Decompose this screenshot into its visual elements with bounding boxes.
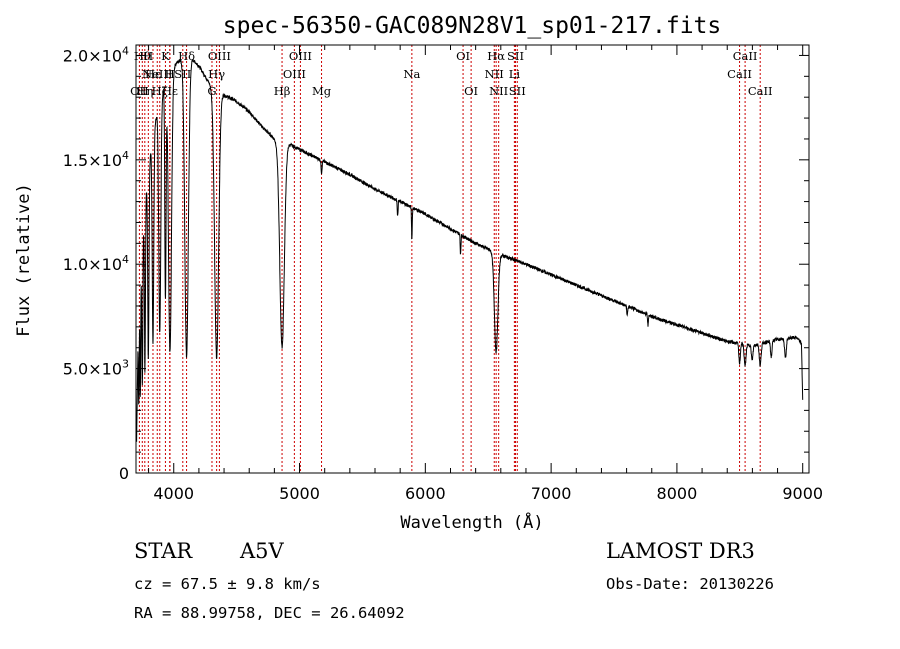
line-label: Hε	[145, 67, 161, 81]
line-label: NII	[489, 84, 508, 98]
line-label: Hδ	[178, 49, 195, 63]
line-label: Hε	[162, 84, 178, 98]
line-label: OI	[456, 49, 470, 63]
line-label: CaII	[727, 67, 752, 81]
y-tick-label: 0	[119, 464, 129, 483]
line-label: Mg	[312, 84, 332, 98]
x-tick-label: 7000	[531, 484, 572, 503]
line-label: Na	[403, 67, 420, 81]
line-labels: OIIHθHηHHεNeIIIHζKHHεSIIHδGHγOIIIHβOIIIO…	[130, 49, 772, 98]
object-class: STAR	[134, 539, 193, 563]
line-label: SII	[174, 67, 191, 81]
x-tick-label: 6000	[405, 484, 446, 503]
line-label: OIII	[283, 67, 306, 81]
line-label: SII	[507, 49, 524, 63]
line-label: NII	[485, 67, 504, 81]
x-axis: 4000 5000 6000 7000 8000 9000	[148, 45, 823, 503]
x-tick-label: 4000	[153, 484, 194, 503]
y-tick-label: 5.0×103	[63, 358, 129, 379]
line-label: Hγ	[208, 67, 225, 81]
x-axis-label: Wavelength (Å)	[400, 511, 543, 533]
line-label: CaII	[748, 84, 773, 98]
y-axis: 0 5.0×103 1.0×104 1.5×104 2.0×104	[63, 44, 809, 483]
line-label: G	[207, 84, 216, 98]
y-tick-label: 1.5×104	[63, 149, 129, 170]
line-label: SII	[509, 84, 526, 98]
y-axis-label: Flux (relative)	[14, 183, 34, 337]
line-label: Hθ	[134, 49, 151, 63]
chart-title: spec-56350-GAC089N28V1_sp01-217.fits	[223, 13, 722, 39]
line-label: Hζ	[152, 84, 168, 98]
line-label: H	[143, 49, 153, 63]
line-label: Hβ	[274, 84, 291, 98]
line-label: OIII	[289, 49, 312, 63]
line-label: K	[161, 49, 170, 63]
survey-name: LAMOST DR3	[606, 539, 755, 563]
x-tick-label: 9000	[782, 484, 823, 503]
x-tick-label: 5000	[279, 484, 320, 503]
line-label: Hη	[136, 84, 153, 98]
line-label: OII	[130, 84, 149, 98]
y-tick-label: 2.0×104	[63, 44, 129, 65]
plot-frame	[135, 44, 810, 474]
x-tick-label: 8000	[657, 484, 698, 503]
subclass: A5V	[240, 539, 284, 563]
line-label: Hα	[487, 49, 505, 63]
line-label: NeIII	[142, 67, 173, 81]
line-label: OI	[464, 84, 478, 98]
line-label: OIII	[208, 49, 231, 63]
obs-date: Obs-Date: 20130226	[606, 575, 774, 593]
line-label: Li	[509, 67, 521, 81]
line-markers	[138, 45, 761, 473]
coordinates: RA = 88.99758, DEC = 26.64092	[134, 604, 405, 622]
line-label: H	[165, 67, 175, 81]
y-tick-label: 1.0×104	[63, 253, 129, 274]
spectrum-line	[136, 58, 804, 442]
redshift-cz: cz = 67.5 ± 9.8 km/s	[134, 575, 321, 593]
line-label: CaII	[733, 49, 758, 63]
